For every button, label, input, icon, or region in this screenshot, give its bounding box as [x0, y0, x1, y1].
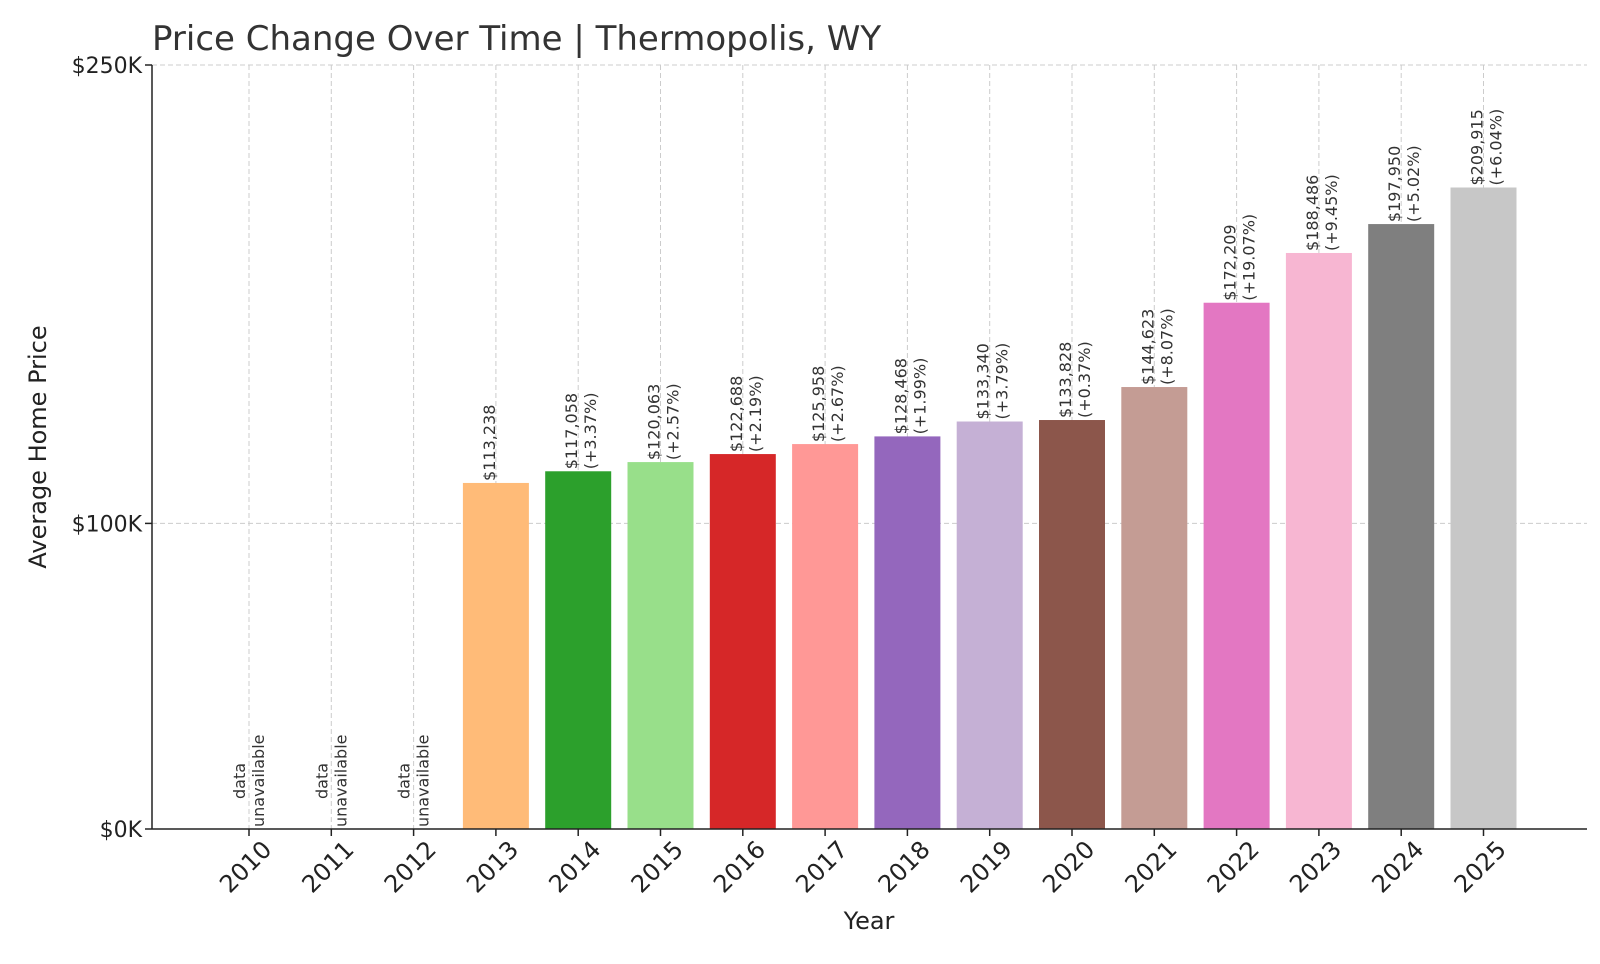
x-tick-label: 2018	[873, 835, 936, 898]
bar-value-label: $125,958	[809, 366, 828, 442]
bar-2024	[1368, 224, 1435, 829]
bar-2015	[627, 462, 694, 829]
x-tick-label: 2017	[790, 835, 853, 898]
bar-value-label: $122,688	[727, 376, 746, 452]
bar-2014	[545, 471, 612, 829]
missing-data-label: data	[312, 763, 331, 799]
bar-change-label: (+1.99%)	[910, 358, 929, 435]
bar-2016	[709, 454, 776, 829]
x-ticks: 2010 2011 2012 2013 2014 2015 2016 2017 2018 2019…	[214, 829, 1512, 898]
y-axis-title: Average Home Price	[24, 325, 52, 568]
bar-2013	[462, 482, 529, 829]
bar-2021	[1121, 387, 1188, 829]
bar-value-label: $128,468	[891, 358, 910, 434]
bar-2017	[792, 444, 859, 829]
missing-data-label: data	[395, 763, 414, 799]
x-tick-label: 2024	[1366, 835, 1429, 898]
bar-value-label: $172,209	[1221, 224, 1240, 300]
bar-change-label: (+19.07%)	[1240, 214, 1259, 301]
bar-value-label: $144,623	[1138, 309, 1157, 385]
x-tick-label: 2023	[1284, 835, 1347, 898]
labels-layer: data unavailable data unavailable data unavai…	[230, 109, 1506, 827]
bar-value-label: $197,950	[1385, 146, 1404, 222]
bar-change-label: (+5.02%)	[1404, 145, 1423, 222]
axes-layer	[151, 65, 1587, 830]
x-tick-label: 2020	[1037, 835, 1100, 898]
bar-2025	[1450, 187, 1517, 829]
x-tick-label: 2021	[1120, 835, 1183, 898]
bar-value-label: $188,486	[1303, 175, 1322, 251]
y-tick-label: $0K	[100, 818, 143, 843]
bar-value-label: $113,238	[480, 405, 499, 481]
x-tick-label: 2015	[626, 835, 689, 898]
missing-data-label: unavailable	[331, 735, 350, 828]
x-tick-label: 2014	[543, 835, 606, 898]
y-tick-label: $250K	[72, 54, 143, 79]
x-tick-label: 2013	[461, 835, 524, 898]
chart-title: Price Change Over Time | Thermopolis, WY	[152, 19, 881, 59]
bar-change-label: (+3.79%)	[993, 343, 1012, 420]
x-axis-title: Year	[843, 907, 895, 935]
bar-value-label: $133,340	[974, 343, 993, 419]
x-tick-label: 2025	[1449, 835, 1512, 898]
bar-change-label: (+2.19%)	[746, 375, 765, 452]
bar-2022	[1203, 302, 1270, 829]
x-tick-label: 2011	[297, 835, 360, 898]
bar-change-label: (+0.37%)	[1075, 341, 1094, 418]
x-tick-label: 2016	[708, 835, 771, 898]
bar-value-label: $117,058	[562, 393, 581, 469]
missing-data-label: unavailable	[249, 735, 268, 828]
bar-change-label: (+9.45%)	[1322, 174, 1341, 251]
missing-data-label: data	[230, 763, 249, 799]
bar-value-label: $133,828	[1056, 342, 1075, 418]
y-tick-label: $100K	[72, 512, 143, 537]
bar-2023	[1285, 252, 1352, 829]
bar-value-label: $120,063	[645, 384, 664, 460]
bar-change-label: (+2.57%)	[664, 383, 683, 460]
y-ticks: $0K $100K $250K	[72, 54, 152, 843]
bar-change-label: (+6.04%)	[1487, 109, 1506, 186]
bars-layer	[462, 187, 1517, 829]
bar-value-label: $209,915	[1468, 109, 1487, 185]
bar-change-label: (+8.07%)	[1157, 308, 1176, 385]
bar-2019	[956, 421, 1023, 829]
x-tick-label: 2022	[1202, 835, 1265, 898]
x-tick-label: 2012	[379, 835, 442, 898]
missing-data-label: unavailable	[414, 735, 433, 828]
bar-change-label: (+3.37%)	[581, 393, 600, 470]
x-tick-label: 2019	[955, 835, 1018, 898]
bar-change-label: (+2.67%)	[828, 365, 847, 442]
bar-2018	[874, 436, 941, 829]
bar-2020	[1039, 420, 1105, 829]
x-tick-label: 2010	[214, 835, 277, 898]
